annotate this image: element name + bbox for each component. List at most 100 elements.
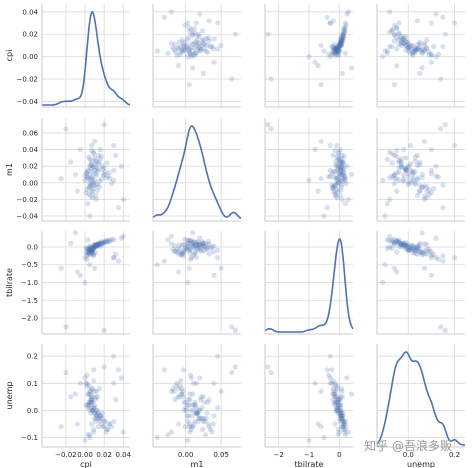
scatter-point xyxy=(332,191,338,197)
scatter-point xyxy=(331,45,337,51)
scatter-point xyxy=(410,171,416,178)
scatter-point xyxy=(335,405,341,411)
scatter-point xyxy=(339,37,345,43)
scatter-point xyxy=(342,50,348,56)
scatter-point xyxy=(201,248,207,254)
scatter-point xyxy=(339,415,345,422)
scatter-point xyxy=(179,249,185,255)
scatter-point xyxy=(335,50,341,56)
scatter-point xyxy=(182,22,188,28)
scatter-point xyxy=(337,161,343,167)
scatter-point xyxy=(433,11,439,17)
scatter-point xyxy=(183,405,189,411)
scatter-point xyxy=(91,405,97,411)
scatter-point xyxy=(186,82,192,88)
scatter-point xyxy=(391,240,397,246)
scatter-point xyxy=(174,380,180,386)
scatter-point xyxy=(417,159,423,165)
scatter-point xyxy=(339,413,345,419)
scatter-point xyxy=(339,415,345,422)
scatter-point xyxy=(398,161,404,167)
scatter-point xyxy=(186,24,192,31)
scatter-point xyxy=(95,243,101,249)
scatter-point xyxy=(387,43,393,50)
scatter-point xyxy=(335,43,341,50)
scatter-point xyxy=(96,178,102,184)
scatter-point xyxy=(190,230,196,236)
scatter-point xyxy=(192,418,198,424)
scatter-point xyxy=(171,248,177,254)
scatter-point xyxy=(408,42,414,49)
scatter-point xyxy=(199,241,205,247)
scatter-point xyxy=(120,196,126,202)
scatter-point xyxy=(341,176,348,182)
scatter-point xyxy=(87,180,93,186)
scatter-point xyxy=(83,245,89,251)
scatter-point xyxy=(190,407,197,413)
scatter-point xyxy=(338,166,344,173)
scatter-point xyxy=(202,432,209,438)
scatter-point xyxy=(197,245,204,251)
scatter-point xyxy=(94,187,101,193)
scatter-point xyxy=(89,421,95,427)
scatter-point xyxy=(211,272,217,278)
y-tick-label: −1.0 xyxy=(21,279,38,287)
scatter-point xyxy=(113,397,119,403)
scatter-point xyxy=(185,35,192,41)
scatter-point xyxy=(93,418,99,424)
scatter-point xyxy=(97,156,103,162)
scatter-point xyxy=(394,153,400,159)
scatter-point xyxy=(99,163,105,169)
scatter-point xyxy=(101,122,107,128)
scatter-point xyxy=(333,399,339,405)
scatter-point xyxy=(405,45,411,51)
scatter-point xyxy=(84,372,90,378)
scatter-point xyxy=(315,188,321,194)
scatter-point xyxy=(101,424,107,430)
scatter-point xyxy=(188,237,194,243)
scatter-point xyxy=(95,424,101,430)
scatter-point xyxy=(68,240,74,246)
scatter-point xyxy=(90,247,96,254)
scatter-point xyxy=(414,47,421,53)
scatter-point xyxy=(332,383,338,389)
scatter-point xyxy=(186,238,192,244)
scatter-point xyxy=(428,272,434,278)
scatter-point xyxy=(94,242,101,248)
scatter-point xyxy=(334,189,341,195)
scatter-point xyxy=(94,242,101,248)
scatter-point xyxy=(91,245,97,251)
scatter-point xyxy=(332,391,338,397)
scatter-point xyxy=(58,424,64,430)
scatter-point xyxy=(327,20,333,26)
scatter-point xyxy=(63,324,69,330)
scatter-point xyxy=(405,171,411,177)
scatter-point xyxy=(188,372,194,378)
scatter-point xyxy=(179,47,185,53)
scatter-point xyxy=(195,40,201,46)
scatter-point xyxy=(100,240,106,246)
scatter-point xyxy=(401,40,407,46)
scatter-point xyxy=(93,171,99,177)
scatter-point xyxy=(205,246,211,253)
scatter-point xyxy=(327,54,333,60)
scatter-point xyxy=(86,383,92,389)
scatter-point xyxy=(193,242,199,248)
scatter-point xyxy=(340,30,346,36)
scatter-point xyxy=(90,164,96,170)
scatter-point xyxy=(194,410,200,416)
scatter-point xyxy=(324,367,330,373)
scatter-point xyxy=(330,397,336,403)
scatter-point xyxy=(394,24,400,31)
scatter-point xyxy=(265,122,271,128)
scatter-point xyxy=(183,247,189,253)
scatter-point xyxy=(188,247,194,254)
scatter-point xyxy=(195,31,201,37)
scatter-point xyxy=(345,429,351,435)
scatter-point xyxy=(398,241,404,247)
scatter-point xyxy=(387,196,393,202)
scatter-point xyxy=(391,32,397,38)
scatter-point xyxy=(193,380,199,386)
scatter-point xyxy=(336,402,342,408)
scatter-point xyxy=(185,42,191,49)
